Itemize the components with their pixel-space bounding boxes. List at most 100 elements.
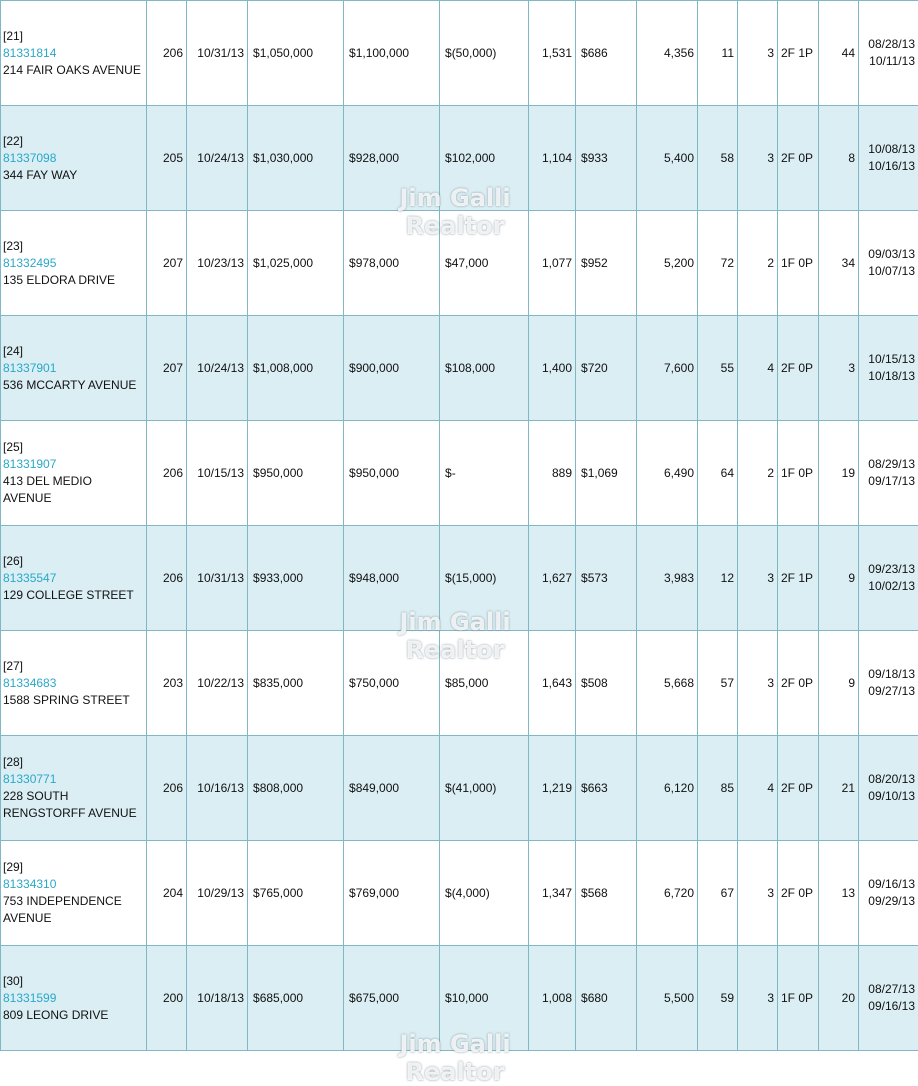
currency-symbol: $ (349, 151, 356, 165)
currency-symbol: $ (253, 781, 260, 795)
list-date: 09/18/13 (862, 666, 915, 683)
baths-cell: 1F 0P (778, 421, 819, 526)
area-cell: 205 (147, 106, 187, 211)
difference-cell: $(15,000) (440, 526, 529, 631)
currency-symbol: $ (581, 676, 588, 690)
mls-link[interactable]: 81334683 (3, 675, 143, 692)
list-price-cell: $769,000 (344, 841, 440, 946)
price-per-sqft-value: 680 (588, 991, 608, 1005)
price-per-sqft-cell: $686 (576, 1, 637, 106)
currency-symbol: $ (349, 46, 356, 60)
list-price-value: 769,000 (356, 886, 399, 900)
list-price-value: 950,000 (356, 466, 399, 480)
currency-symbol: $ (253, 676, 260, 690)
sale-price-cell: $1,030,000 (248, 106, 344, 211)
mls-link[interactable]: 81334310 (3, 876, 143, 893)
mls-link[interactable]: 81337098 (3, 150, 143, 167)
difference-value: (4,000) (452, 886, 490, 900)
area-cell: 207 (147, 211, 187, 316)
mls-link[interactable]: 81335547 (3, 570, 143, 587)
baths-cell: 1F 0P (778, 946, 819, 1051)
lot-size-cell: 5,500 (637, 946, 698, 1051)
currency-symbol: $ (445, 676, 452, 690)
list-price-cell: $849,000 (344, 736, 440, 841)
currency-symbol: $ (445, 361, 452, 375)
listing-address: 753 INDEPENDENCE AVENUE (3, 893, 143, 927)
sqft-cell: 1,531 (529, 1, 576, 106)
pending-date: 10/18/13 (862, 368, 915, 385)
baths-cell: 2F 1P (778, 526, 819, 631)
lot-size-cell: 4,356 (637, 1, 698, 106)
area-cell: 203 (147, 631, 187, 736)
difference-value: 47,000 (452, 256, 489, 270)
currency-symbol: $ (349, 571, 356, 585)
difference-cell: $102,000 (440, 106, 529, 211)
age-cell: 11 (698, 1, 738, 106)
difference-cell: $- (440, 421, 529, 526)
age-cell: 64 (698, 421, 738, 526)
close-date-cell: 10/15/13 (187, 421, 248, 526)
listing-address: 135 ELDORA DRIVE (3, 272, 143, 289)
mls-link[interactable]: 81331907 (3, 456, 143, 473)
price-per-sqft-value: 933 (588, 151, 608, 165)
price-per-sqft-value: 508 (588, 676, 608, 690)
mls-link[interactable]: 81332495 (3, 255, 143, 272)
sqft-cell: 1,219 (529, 736, 576, 841)
currency-symbol: $ (349, 676, 356, 690)
list-price-value: 750,000 (356, 676, 399, 690)
lot-size-cell: 7,600 (637, 316, 698, 421)
baths-cell: 2F 0P (778, 631, 819, 736)
beds-cell: 3 (738, 946, 778, 1051)
sale-price-cell: $1,025,000 (248, 211, 344, 316)
sale-price-value: 1,008,000 (260, 361, 313, 375)
dom-cell: 9 (819, 631, 859, 736)
mls-link[interactable]: 81330771 (3, 771, 143, 788)
listing-address: 344 FAY WAY (3, 167, 143, 184)
listing-rank: [30] (3, 973, 143, 990)
sqft-cell: 1,008 (529, 946, 576, 1051)
currency-symbol: $ (581, 466, 588, 480)
listing-rank: [26] (3, 553, 143, 570)
sqft-cell: 1,643 (529, 631, 576, 736)
listing-rank: [21] (3, 28, 143, 45)
mls-link[interactable]: 81331599 (3, 990, 143, 1007)
lot-size-cell: 6,490 (637, 421, 698, 526)
list-price-cell: $1,100,000 (344, 1, 440, 106)
sale-price-cell: $835,000 (248, 631, 344, 736)
listing-rank: [28] (3, 754, 143, 771)
dom-cell: 21 (819, 736, 859, 841)
age-cell: 72 (698, 211, 738, 316)
currency-symbol: $ (253, 991, 260, 1005)
difference-cell: $85,000 (440, 631, 529, 736)
sale-price-value: 1,025,000 (260, 256, 313, 270)
pending-date: 10/02/13 (862, 578, 915, 595)
currency-symbol: $ (581, 571, 588, 585)
price-per-sqft-value: 952 (588, 256, 608, 270)
mls-link[interactable]: 81331814 (3, 45, 143, 62)
area-cell: 200 (147, 946, 187, 1051)
mls-link[interactable]: 81337901 (3, 360, 143, 377)
list-date: 10/08/13 (862, 141, 915, 158)
currency-symbol: $ (445, 886, 452, 900)
close-date-cell: 10/24/13 (187, 106, 248, 211)
difference-cell: $(41,000) (440, 736, 529, 841)
list-price-value: 948,000 (356, 571, 399, 585)
lot-size-cell: 3,983 (637, 526, 698, 631)
difference-value: - (452, 466, 456, 480)
list-price-cell: $750,000 (344, 631, 440, 736)
price-per-sqft-cell: $663 (576, 736, 637, 841)
listing-address: 1588 SPRING STREET (3, 692, 143, 709)
beds-cell: 3 (738, 1, 778, 106)
currency-symbol: $ (445, 781, 452, 795)
